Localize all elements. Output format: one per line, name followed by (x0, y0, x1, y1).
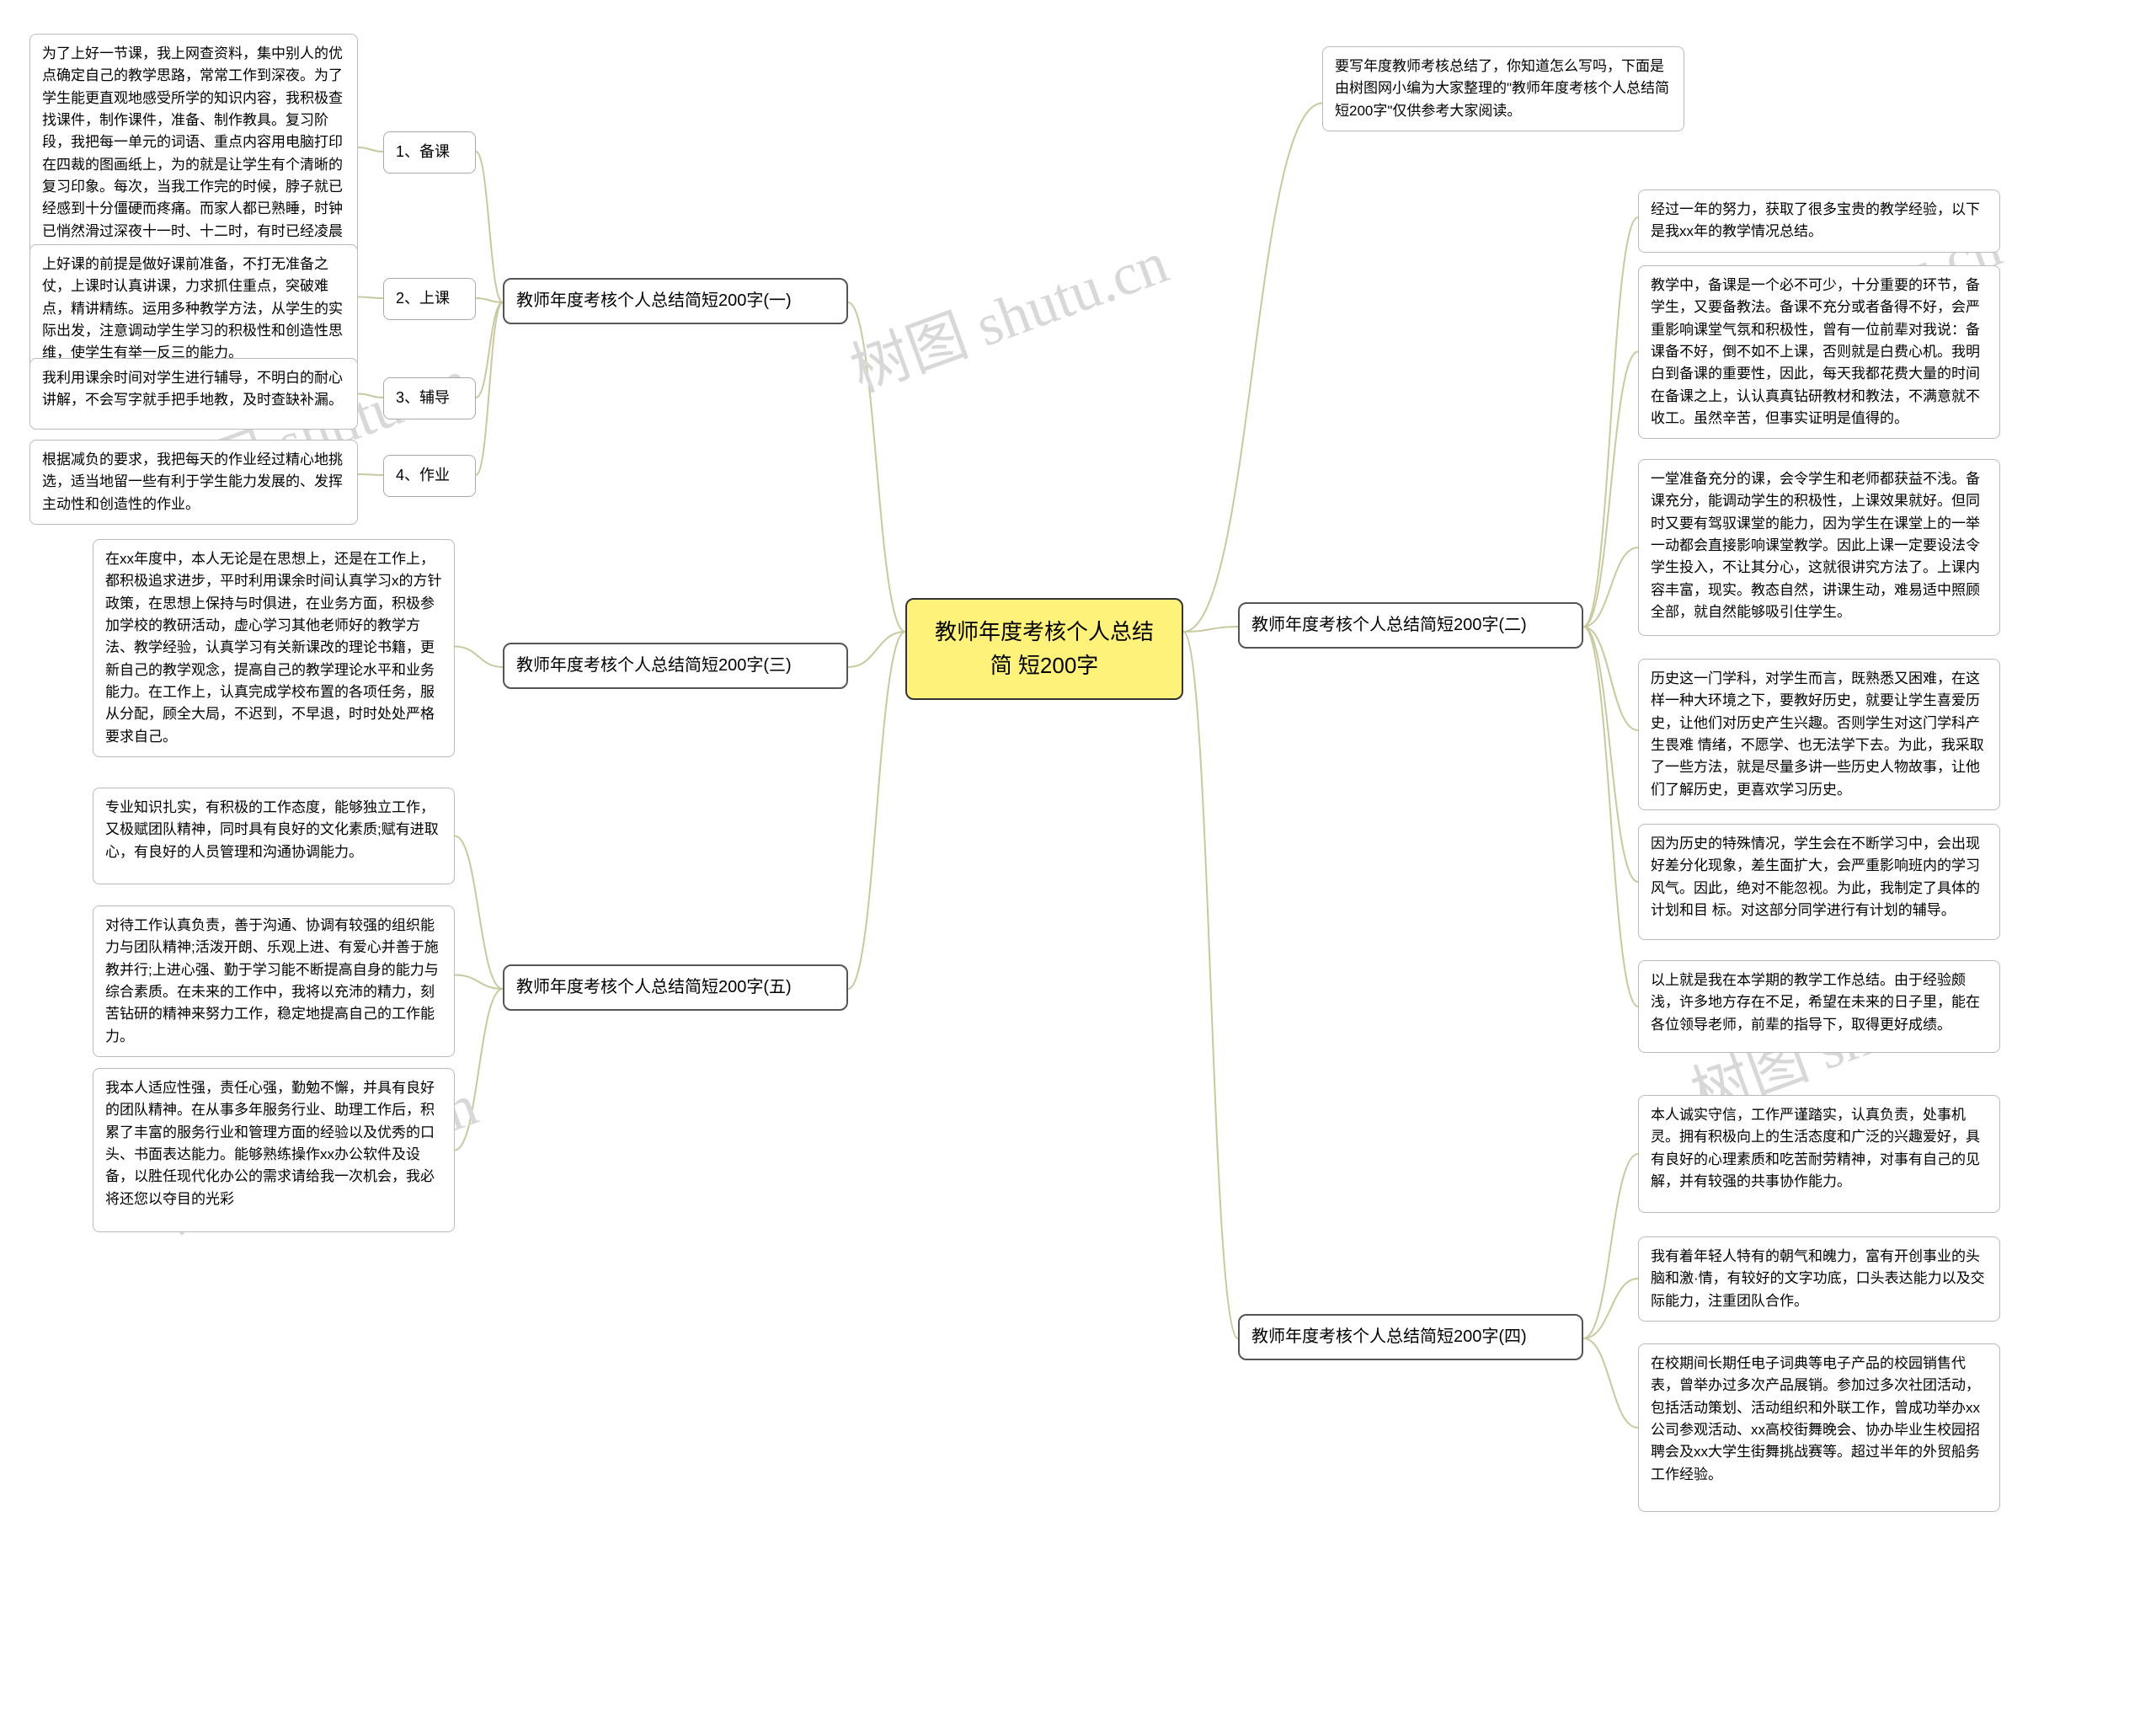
sub-b1s3: 3、辅导 (383, 377, 476, 419)
sub-b1s4-text: 4、作业 (396, 467, 450, 483)
leaf-b2-1-text: 教学中，备课是一个必不可少，十分重要的环节，备学生，又要备教法。备课不充分或者备… (1651, 277, 1980, 426)
branch-b1-text: 教师年度考核个人总结简短200字(一) (516, 291, 792, 310)
leaf-b1s3: 我利用课余时间对学生进行辅导，不明白的耐心讲解，不会写字就手把手地教，及时查缺补… (29, 358, 358, 430)
leaf-b2-3: 历史这一门学科，对学生而言，既熟悉又困难，在这样一种大环境之下，要教好历史，就要… (1638, 659, 2000, 810)
leaf-b4-1-text: 我有着年轻人特有的朝气和魄力，富有开创事业的头脑和激·情，有较好的文字功底，口头… (1651, 1248, 1985, 1309)
leaf-b5-1: 对待工作认真负责，善于沟通、协调有较强的组织能力与团队精神;活泼开朗、乐观上进、… (93, 905, 455, 1057)
leaf-b2-2-text: 一堂准备充分的课，会令学生和老师都获益不浅。备课充分，能调动学生的积极性，上课效… (1651, 471, 1980, 620)
leaf-b1s2: 上好课的前提是做好课前准备，不打无准备之仗，上课时认真讲课，力求抓住重点，突破难… (29, 244, 358, 374)
leaf-b2-0: 经过一年的努力，获取了很多宝贵的教学经验，以下是我xx年的教学情况总结。 (1638, 190, 2000, 253)
branch-b2-text: 教师年度考核个人总结简短200字(二) (1251, 616, 1527, 634)
leaf-b1s2-text: 上好课的前提是做好课前准备，不打无准备之仗，上课时认真讲课，力求抓住重点，突破难… (42, 256, 343, 360)
leaf-b5-0-text: 专业知识扎实，有积极的工作态度，能够独立工作，又极赋团队精神，同时具有良好的文化… (105, 799, 439, 860)
sub-b1s1-text: 1、备课 (396, 143, 450, 160)
leaf-b5-0: 专业知识扎实，有积极的工作态度，能够独立工作，又极赋团队精神，同时具有良好的文化… (93, 788, 455, 884)
branch-b3-text: 教师年度考核个人总结简短200字(三) (516, 656, 792, 675)
leaf-b2-3-text: 历史这一门学科，对学生而言，既熟悉又困难，在这样一种大环境之下，要教好历史，就要… (1651, 670, 1984, 798)
sub-b1s1: 1、备课 (383, 131, 476, 174)
branch-b1: 教师年度考核个人总结简短200字(一) (503, 278, 848, 324)
leaf-b4-1: 我有着年轻人特有的朝气和魄力，富有开创事业的头脑和激·情，有较好的文字功底，口头… (1638, 1236, 2000, 1322)
leaf-b2-0-text: 经过一年的努力，获取了很多宝贵的教学经验，以下是我xx年的教学情况总结。 (1651, 201, 1980, 239)
leaf-b1s4: 根据减负的要求，我把每天的作业经过精心地挑选，适当地留一些有利于学生能力发展的、… (29, 440, 358, 525)
center-node: 教师年度考核个人总结简 短200字 (905, 598, 1183, 700)
leaf-b4-0-text: 本人诚实守信，工作严谨踏实，认真负责，处事机灵。拥有积极向上的生活态度和广泛的兴… (1651, 1107, 1980, 1189)
sub-b1s3-text: 3、辅导 (396, 389, 450, 406)
branch-b5-text: 教师年度考核个人总结简短200字(五) (516, 978, 792, 996)
branch-b5: 教师年度考核个人总结简短200字(五) (503, 964, 848, 1011)
branch-b2: 教师年度考核个人总结简短200字(二) (1238, 602, 1583, 649)
leaf-b1s4-text: 根据减负的要求，我把每天的作业经过精心地挑选，适当地留一些有利于学生能力发展的、… (42, 451, 343, 512)
leaf-b4-2-text: 在校期间长期任电子词典等电子产品的校园销售代表，曾举办过多次产品展销。参加过多次… (1651, 1355, 1980, 1482)
sub-b1s2-text: 2、上课 (396, 290, 450, 307)
leaf-b5-2: 我本人适应性强，责任心强，勤勉不懈，并具有良好的团队精神。在从事多年服务行业、助… (93, 1068, 455, 1232)
branch-b4: 教师年度考核个人总结简短200字(四) (1238, 1314, 1583, 1360)
leaf-b4-2: 在校期间长期任电子词典等电子产品的校园销售代表，曾举办过多次产品展销。参加过多次… (1638, 1343, 2000, 1512)
branch-b4-text: 教师年度考核个人总结简短200字(四) (1251, 1327, 1527, 1346)
leaf-b1s3-text: 我利用课余时间对学生进行辅导，不明白的耐心讲解，不会写字就手把手地教，及时查缺补… (42, 370, 343, 408)
leaf-b2-5-text: 以上就是我在本学期的教学工作总结。由于经验颇浅，许多地方存在不足，希望在未来的日… (1651, 972, 1980, 1033)
leaf-b2-1: 教学中，备课是一个必不可少，十分重要的环节，备学生，又要备教法。备课不充分或者备… (1638, 265, 2000, 439)
sub-b1s2: 2、上课 (383, 278, 476, 320)
leaf-b3-text: 在xx年度中，本人无论是在思想上，还是在工作上，都积极追求进步，平时利用课余时间… (105, 551, 442, 745)
intro-node: 要写年度教师考核总结了，你知道怎么写吗，下面是由树图网小编为大家整理的"教师年度… (1322, 46, 1684, 131)
watermark: 树图 shutu.cn (838, 216, 1178, 409)
center-text: 教师年度考核个人总结简 短200字 (935, 619, 1154, 678)
leaf-b1s1-text: 为了上好一节课，我上网查资料，集中别人的优点确定自己的教学思路，常常工作到深夜。… (42, 45, 343, 261)
leaf-b2-4: 因为历史的特殊情况，学生会在不断学习中，会出现好差分化现象，差生面扩大，会严重影… (1638, 824, 2000, 940)
leaf-b5-2-text: 我本人适应性强，责任心强，勤勉不懈，并具有良好的团队精神。在从事多年服务行业、助… (105, 1080, 435, 1207)
leaf-b1s1: 为了上好一节课，我上网查资料，集中别人的优点确定自己的教学思路，常常工作到深夜。… (29, 34, 358, 274)
branch-b3: 教师年度考核个人总结简短200字(三) (503, 643, 848, 689)
leaf-b2-2: 一堂准备充分的课，会令学生和老师都获益不浅。备课充分，能调动学生的积极性，上课效… (1638, 459, 2000, 636)
leaf-b4-0: 本人诚实守信，工作严谨踏实，认真负责，处事机灵。拥有积极向上的生活态度和广泛的兴… (1638, 1095, 2000, 1213)
leaf-b2-5: 以上就是我在本学期的教学工作总结。由于经验颇浅，许多地方存在不足，希望在未来的日… (1638, 960, 2000, 1053)
intro-text: 要写年度教师考核总结了，你知道怎么写吗，下面是由树图网小编为大家整理的"教师年度… (1335, 58, 1669, 119)
sub-b1s4: 4、作业 (383, 455, 476, 497)
leaf-b2-4-text: 因为历史的特殊情况，学生会在不断学习中，会出现好差分化现象，差生面扩大，会严重影… (1651, 836, 1980, 918)
leaf-b5-1-text: 对待工作认真负责，善于沟通、协调有较强的组织能力与团队精神;活泼开朗、乐观上进、… (105, 917, 439, 1044)
leaf-b3: 在xx年度中，本人无论是在思想上，还是在工作上，都积极追求进步，平时利用课余时间… (93, 539, 455, 757)
